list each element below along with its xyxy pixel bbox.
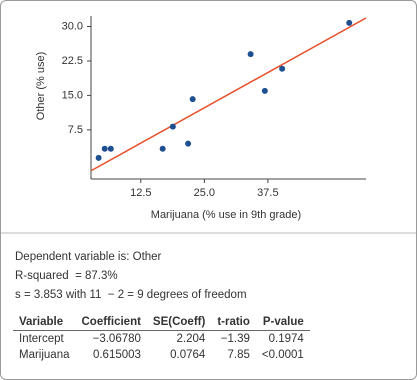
cell: <0.0001 <box>261 349 304 361</box>
x-tick-label: 37.5 <box>257 187 278 199</box>
x-tick-label: 12.5 <box>130 187 151 199</box>
x-axis-label: Marijuana (% use in 9th grade) <box>151 209 301 221</box>
info-line: R-squared = 87.3% <box>15 270 118 282</box>
cell: −1.39 <box>220 333 250 345</box>
regression-table: Variable Coefficient SE(Coeff) t-ratio P… <box>13 314 310 363</box>
row: Intercept −3.06780 2.204 −1.39 0.1974 <box>13 331 310 348</box>
x-tick-label: 25.0 <box>194 187 215 199</box>
cell: 0.0764 <box>170 349 206 361</box>
cell: 0.1974 <box>268 333 304 345</box>
y-tick-label: 22.5 <box>62 55 83 67</box>
point <box>169 123 176 130</box>
info-line: s = 3.853 with 11 − 2 = 9 degrees of fre… <box>15 289 247 301</box>
header-cell: Coefficient <box>75 314 147 331</box>
y-tick-label: 30.0 <box>62 20 83 32</box>
cell: −3.06780 <box>92 333 141 345</box>
header-cell: P-value <box>255 314 310 331</box>
point <box>107 145 114 152</box>
cell: Intercept <box>19 333 64 345</box>
point <box>261 87 268 94</box>
point <box>346 19 353 26</box>
point <box>159 145 166 152</box>
header-cell: t-ratio <box>211 314 256 331</box>
point <box>101 145 108 152</box>
row: Marijuana 0.615003 0.0764 7.85 <0.0001 <box>13 347 310 363</box>
cell: 7.85 <box>227 349 250 361</box>
chart: Marijuana (% use in 9th grade) Other (% … <box>1 16 416 234</box>
y-tick-label: 15.0 <box>62 89 83 101</box>
point <box>95 154 102 161</box>
cell: 2.204 <box>176 333 206 345</box>
y-tick-label: 7.5 <box>68 124 83 136</box>
regression-line <box>90 17 367 172</box>
cell: 0.615003 <box>92 349 141 361</box>
header-cell: SE(Coeff) <box>146 314 212 331</box>
y-axis-label: Other (% use) <box>35 52 47 120</box>
header-row: Variable Coefficient SE(Coeff) t-ratio P… <box>13 314 310 331</box>
point <box>189 96 196 103</box>
point <box>247 51 254 58</box>
info-line: Dependent variable is: Other <box>15 251 162 263</box>
cell: Marijuana <box>19 349 70 361</box>
point <box>279 65 286 72</box>
point <box>185 140 192 147</box>
header-cell: Variable <box>13 314 76 331</box>
